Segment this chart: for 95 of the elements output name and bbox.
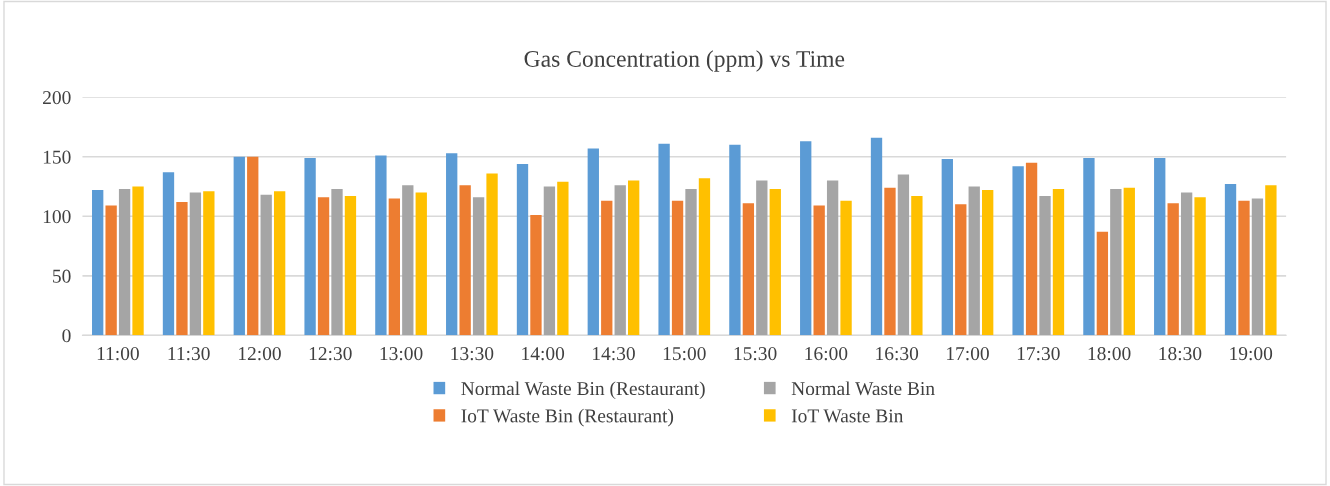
bar: [92, 190, 104, 336]
bar: [729, 144, 741, 336]
bar: [1265, 185, 1277, 336]
bar: [105, 205, 117, 336]
bar: [884, 187, 896, 336]
bar: [685, 188, 697, 336]
x-tick-label: 17:30: [1017, 347, 1060, 361]
bar: [446, 153, 458, 336]
bar: [813, 205, 825, 336]
x-tick-label: 16:00: [805, 347, 848, 361]
x-tick-label: 13:00: [380, 347, 423, 361]
bar: [1039, 196, 1051, 336]
x-tick-label: 16:30: [876, 347, 919, 361]
bar: [402, 185, 414, 336]
bar: [911, 196, 923, 336]
chart-title: Gas Concentration (ppm) vs Time: [524, 50, 845, 72]
bar: [1012, 166, 1024, 336]
bar: [176, 201, 188, 336]
x-tick-label: 12:00: [239, 347, 281, 361]
bar: [982, 190, 994, 336]
bar: [203, 191, 215, 336]
bar: [658, 143, 670, 336]
y-tick-label: 100: [43, 210, 71, 224]
bar: [840, 200, 852, 336]
legend-label: IoT Waste Bin: [791, 409, 904, 423]
bar: [459, 185, 471, 336]
bar: [1083, 157, 1095, 336]
y-tick-label: 150: [43, 150, 71, 164]
bar: [530, 215, 542, 336]
x-tick-label: 14:00: [522, 347, 565, 361]
bar: [247, 156, 259, 336]
bar: [1025, 162, 1038, 336]
bar: [870, 137, 883, 336]
bar: [472, 197, 485, 336]
x-tick-label: 18:30: [1159, 347, 1202, 361]
bar: [233, 156, 245, 336]
bar: [1194, 197, 1206, 336]
bar: [742, 203, 755, 336]
x-tick-label: 18:00: [1088, 347, 1131, 361]
x-tick-label: 15:30: [734, 347, 777, 361]
x-tick-label: 17:00: [947, 347, 989, 361]
bar: [671, 200, 684, 336]
bar: [415, 192, 427, 336]
bar: [756, 180, 768, 336]
bar: [317, 197, 330, 336]
bar: [800, 141, 812, 336]
bar: [941, 159, 953, 336]
bar: [1154, 157, 1166, 336]
bar: [601, 200, 613, 336]
bar: [162, 172, 175, 336]
bar: [1123, 187, 1135, 336]
legend-label: IoT Waste Bin (Restaurant): [461, 408, 674, 427]
bar: [955, 204, 967, 336]
x-tick-label: 14:30: [593, 347, 635, 361]
bar: [1180, 192, 1193, 336]
bar: [132, 186, 144, 336]
bar: [331, 188, 343, 336]
legend-label: Normal Waste Bin (Restaurant): [461, 381, 705, 400]
bar: [1167, 203, 1179, 336]
bar: [273, 191, 286, 336]
bar: [375, 155, 387, 336]
bar: [557, 181, 569, 336]
bar: [344, 196, 357, 336]
bar: [628, 180, 640, 336]
x-tick-label: 11:30: [168, 347, 210, 361]
bar: [1110, 188, 1122, 336]
x-tick-label: 12:30: [309, 347, 352, 361]
bar: [968, 186, 980, 336]
bar: [118, 188, 131, 336]
x-tick-label: 15:00: [663, 347, 706, 361]
y-tick-label: 200: [43, 91, 71, 105]
x-tick-label: 11:00: [97, 347, 139, 361]
x-tick-label: 19:00: [1230, 347, 1273, 361]
bar: [1238, 200, 1250, 336]
bar: [614, 185, 626, 336]
bar: [1052, 188, 1065, 336]
bar: [1224, 184, 1237, 336]
bar: [543, 186, 556, 336]
y-tick-label: 50: [53, 269, 71, 283]
bar: [516, 163, 529, 336]
bar: [260, 194, 272, 336]
legend-label: Normal Waste Bin: [791, 381, 935, 396]
bar: [698, 178, 711, 336]
bar: [189, 192, 202, 336]
bar: [388, 198, 401, 336]
bar: [897, 174, 910, 336]
bar: [1251, 198, 1264, 336]
bar: [1096, 231, 1109, 336]
y-tick-label: 0: [62, 329, 71, 343]
bar: [486, 173, 498, 336]
bar: [587, 148, 599, 336]
x-tick-label: 13:30: [451, 347, 494, 361]
bar: [826, 180, 839, 336]
bar: [769, 188, 781, 336]
bar: [304, 157, 316, 336]
